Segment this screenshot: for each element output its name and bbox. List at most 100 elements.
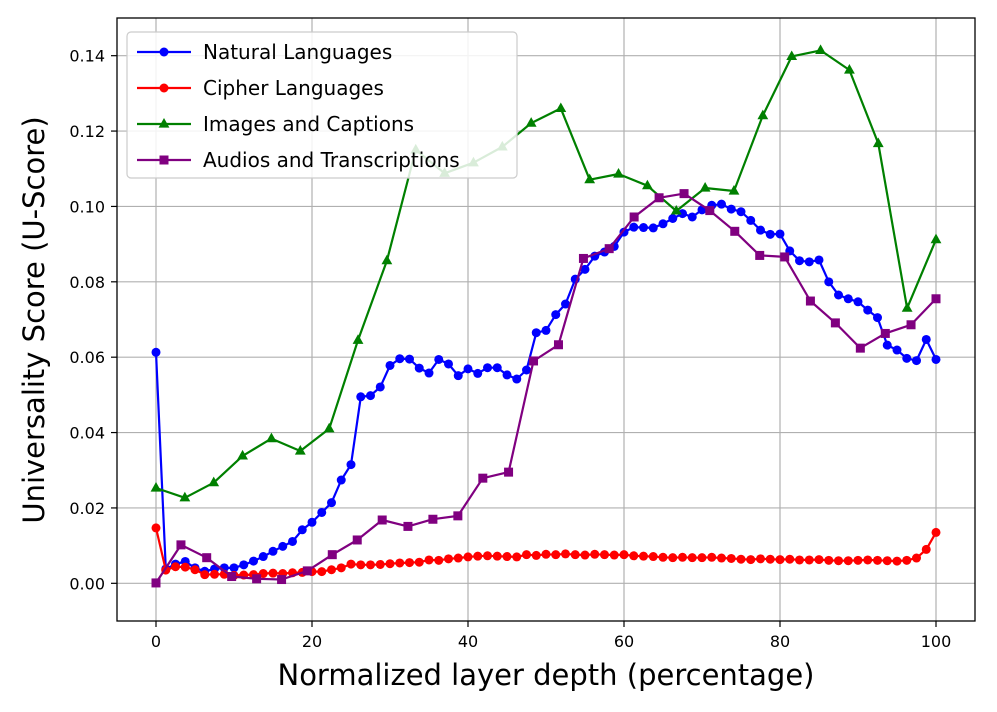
- data-point: [277, 575, 287, 585]
- data-point: [463, 552, 473, 562]
- data-point: [699, 181, 711, 192]
- data-point: [679, 189, 689, 199]
- data-point: [512, 374, 522, 384]
- legend-entry: Images and Captions: [137, 112, 414, 136]
- data-point: [726, 553, 736, 563]
- legend-entry: Natural Languages: [137, 40, 392, 64]
- data-point: [726, 204, 736, 214]
- data-point: [795, 256, 804, 266]
- data-point: [931, 527, 941, 537]
- data-point: [873, 555, 882, 565]
- data-point: [377, 515, 387, 525]
- data-point: [912, 553, 921, 563]
- data-point: [658, 552, 668, 562]
- data-point: [668, 553, 678, 563]
- plot-frame: [116, 17, 976, 622]
- data-point: [863, 555, 873, 565]
- data-point: [268, 568, 278, 578]
- data-point: [327, 550, 337, 560]
- data-point: [323, 422, 335, 433]
- data-point: [804, 257, 814, 267]
- data-point: [584, 173, 596, 184]
- data-point: [707, 552, 717, 562]
- data-point: [931, 354, 941, 364]
- data-point: [580, 264, 590, 274]
- data-point: [648, 223, 658, 233]
- x-tick-label: 60: [614, 632, 634, 651]
- data-point: [239, 560, 249, 570]
- data-point: [381, 254, 393, 265]
- data-point: [931, 294, 941, 304]
- data-point: [551, 550, 561, 560]
- data-point: [755, 250, 765, 260]
- data-point: [492, 363, 502, 373]
- data-point: [580, 550, 590, 560]
- data-point: [522, 365, 531, 375]
- data-point: [327, 498, 336, 508]
- data-point: [405, 354, 414, 364]
- data-point: [444, 554, 453, 564]
- data-point: [609, 550, 619, 560]
- data-point: [906, 320, 916, 330]
- data-point: [307, 517, 317, 527]
- data-point: [266, 432, 277, 443]
- data-point: [522, 550, 531, 560]
- data-point: [578, 253, 588, 263]
- data-point: [678, 552, 687, 562]
- data-point: [604, 244, 614, 254]
- data-point: [352, 535, 362, 545]
- data-point: [757, 109, 769, 120]
- legend-marker: [158, 118, 170, 128]
- data-point: [453, 511, 463, 521]
- y-tick-label: 0.08: [69, 273, 105, 292]
- data-point: [705, 206, 715, 216]
- data-point: [352, 334, 364, 344]
- data-point: [227, 572, 237, 582]
- data-point: [385, 559, 395, 569]
- data-point: [863, 305, 873, 315]
- data-point: [375, 382, 385, 392]
- y-tick-label: 0.00: [69, 574, 105, 593]
- x-tick-label: 100: [921, 632, 952, 651]
- legend-frame: [126, 31, 518, 179]
- x-tick-label: 20: [302, 632, 322, 651]
- data-point: [252, 574, 262, 584]
- data-point: [746, 215, 756, 225]
- data-point: [687, 212, 697, 222]
- data-point: [473, 368, 483, 378]
- legend-label: Cipher Languages: [203, 76, 384, 100]
- data-point: [346, 559, 356, 569]
- data-point: [613, 168, 624, 178]
- data-point: [403, 521, 413, 531]
- data-point: [302, 566, 312, 576]
- data-point: [629, 551, 639, 561]
- data-point: [736, 207, 746, 217]
- y-axis-title: Universality Score (U-Score): [17, 116, 51, 523]
- data-point: [483, 551, 492, 561]
- data-point: [200, 570, 210, 580]
- data-point: [804, 555, 814, 565]
- data-point: [551, 310, 561, 320]
- data-point: [151, 578, 161, 588]
- data-point: [843, 556, 853, 566]
- data-point: [902, 353, 912, 363]
- data-point: [834, 556, 843, 566]
- data-point: [297, 525, 307, 535]
- data-point: [356, 392, 366, 402]
- data-point: [921, 544, 931, 554]
- data-point: [901, 302, 913, 312]
- data-point: [728, 184, 740, 195]
- data-point: [658, 219, 668, 229]
- x-tick-label: 0: [151, 632, 161, 651]
- y-tick-label: 0.06: [69, 348, 105, 367]
- data-point: [717, 199, 726, 209]
- data-point: [395, 354, 405, 364]
- y-tick-label: 0.14: [69, 47, 105, 66]
- data-point: [278, 541, 288, 551]
- data-point: [561, 299, 570, 309]
- data-point: [317, 507, 327, 517]
- axis-ticks: 0 20 40 60 80 100 0.00 0.02 0.04 0.06 0.08 0.10 0.12…: [69, 47, 951, 651]
- data-point: [375, 559, 385, 569]
- data-point: [600, 550, 609, 560]
- data-point: [670, 204, 682, 215]
